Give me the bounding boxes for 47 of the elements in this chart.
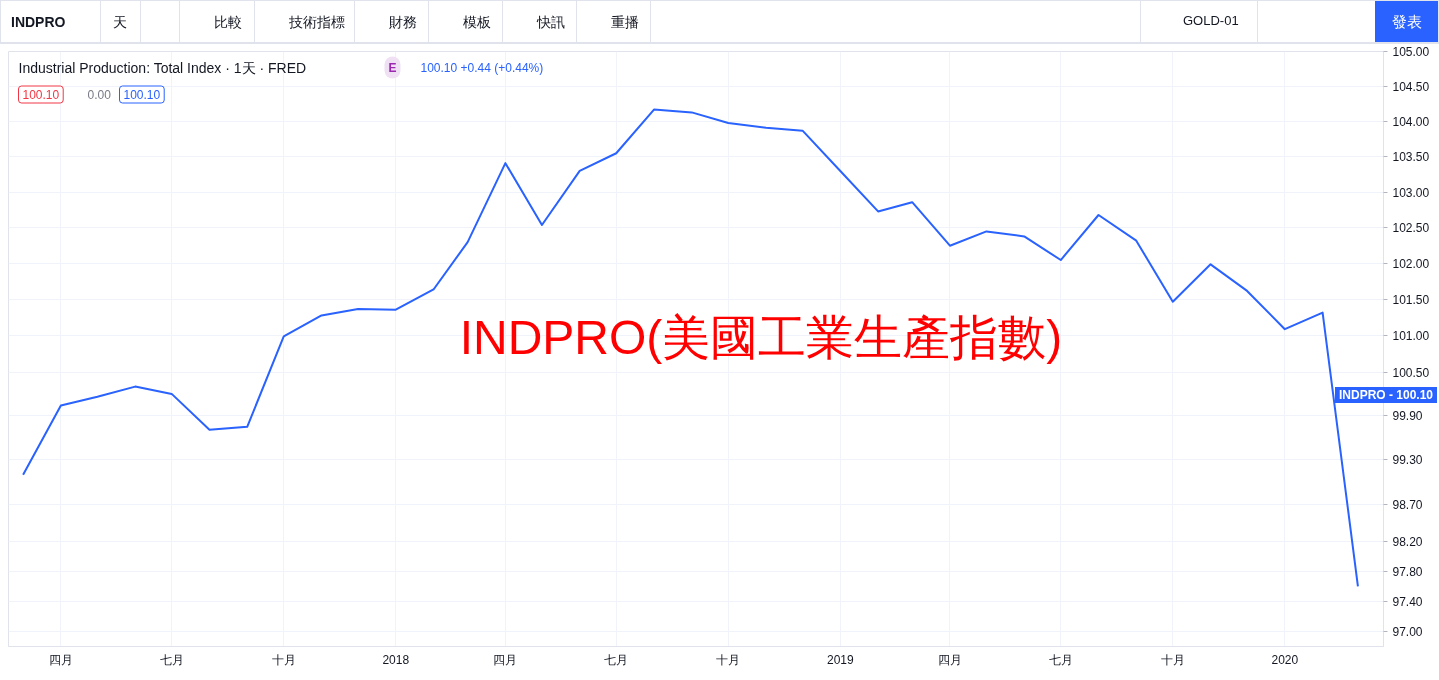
- y-tick-label: 97.00: [1392, 624, 1423, 639]
- x-tick-label: 七月: [1048, 652, 1073, 667]
- annotation: INDPRO - 100.10: [1335, 387, 1438, 403]
- text: INDPRO(美國工業生產指數): [459, 310, 1063, 364]
- text: 技術指標: [255, 1, 355, 42]
- x-tick-label: 2018: [382, 652, 410, 667]
- x-tick-label: 七月: [159, 652, 184, 667]
- x-tick-label: 十月: [1160, 652, 1185, 667]
- x-tick-label: 十月: [271, 652, 296, 667]
- y-tick-label: 101.00: [1392, 329, 1430, 344]
- text: INDPRO: [1, 1, 101, 42]
- x-tick-label: 四月: [48, 652, 73, 667]
- text: 重播: [577, 1, 651, 42]
- y-tick-label: 104.00: [1392, 115, 1430, 130]
- annotation: 0.00: [87, 88, 112, 102]
- y-tick-label: 101.50: [1392, 293, 1430, 308]
- annotation: 100.10 +0.44 (+0.44%): [420, 60, 544, 75]
- text: GOLD-01: [1140, 1, 1258, 42]
- y-tick-label: 97.80: [1392, 564, 1423, 579]
- text: 天: [101, 1, 141, 42]
- text: Industrial Production: Total Index · 1天 · FRED: [18, 59, 307, 76]
- y-tick-label: 98.20: [1392, 534, 1423, 549]
- text: 模板: [429, 1, 503, 42]
- y-tick-label: 102.00: [1392, 257, 1430, 272]
- y-tick-label: 100.50: [1392, 365, 1430, 380]
- text: 發表: [1375, 1, 1438, 42]
- annotation: 100.10: [123, 88, 161, 102]
- y-tick-label: 102.50: [1392, 221, 1430, 236]
- x-tick-label: 四月: [493, 652, 518, 667]
- x-tick-label: 2020: [1271, 652, 1299, 667]
- y-tick-label: 104.50: [1392, 79, 1430, 94]
- x-tick-label: 十月: [716, 652, 741, 667]
- text: 財務: [355, 1, 429, 42]
- y-tick-label: 99.90: [1392, 409, 1423, 424]
- y-tick-label: 105.00: [1392, 45, 1430, 59]
- annotation: E: [388, 60, 397, 75]
- y-tick-label: 103.50: [1392, 150, 1430, 165]
- text: 比較: [179, 1, 255, 42]
- y-tick-label: 97.40: [1392, 594, 1423, 609]
- x-tick-label: 四月: [937, 652, 962, 667]
- annotation: 100.10: [22, 88, 60, 102]
- text: 快訊: [503, 1, 577, 42]
- y-tick-label: 99.30: [1392, 453, 1423, 468]
- x-tick-label: 2019: [826, 652, 854, 667]
- x-tick-label: 七月: [604, 652, 629, 667]
- y-tick-label: 103.00: [1392, 185, 1430, 200]
- y-tick-label: 98.70: [1392, 497, 1423, 512]
